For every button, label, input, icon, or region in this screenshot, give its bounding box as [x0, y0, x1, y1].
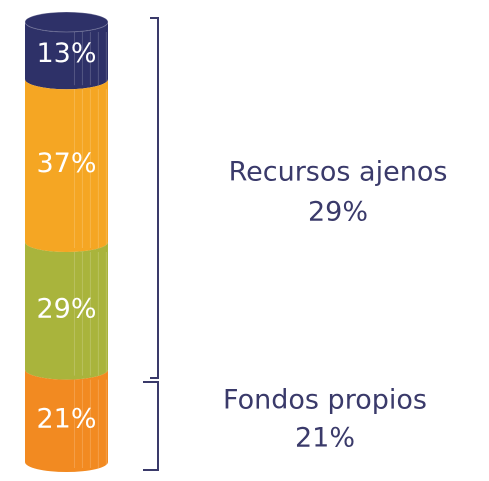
annotation-title: Recursos ajenos — [229, 157, 448, 188]
value-label: 37% — [36, 148, 96, 179]
cylinder-segment — [25, 22, 108, 90]
cylinder-segment — [25, 242, 108, 380]
cylinder-cap — [24, 11, 109, 33]
value-label: 13% — [36, 38, 96, 69]
cylinder-segment — [25, 369, 108, 472]
cylinder-segment — [25, 79, 108, 252]
annotation-value: 21% — [295, 423, 355, 454]
value-label: 21% — [36, 403, 96, 434]
bracket — [143, 381, 159, 471]
value-label: 29% — [36, 293, 96, 324]
cylinder — [24, 11, 109, 472]
annotation-value: 29% — [308, 197, 368, 228]
bracket — [150, 17, 159, 379]
annotation-title: Fondos propios — [223, 385, 427, 416]
